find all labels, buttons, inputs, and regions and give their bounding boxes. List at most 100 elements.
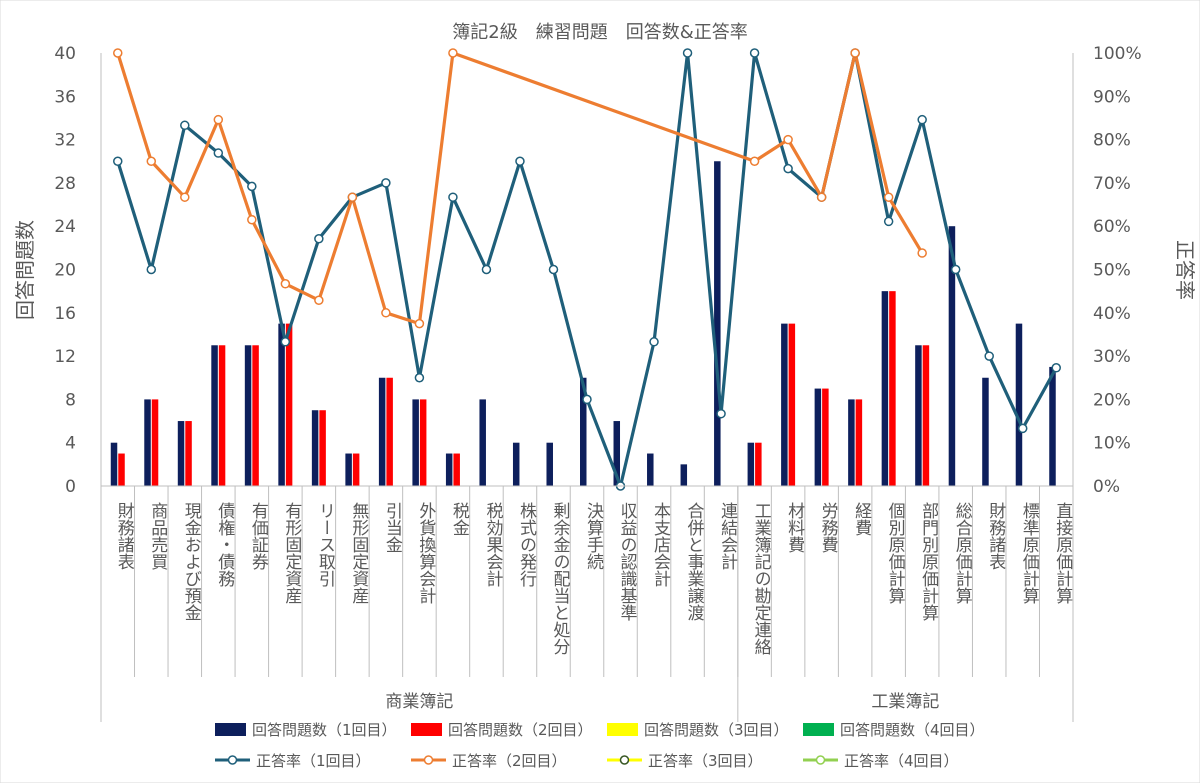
line-point-2-10	[448, 48, 458, 58]
line-point-1-0	[113, 156, 123, 166]
x-tick-label-14: 決算手続	[583, 502, 604, 570]
bar-1-19	[747, 442, 755, 486]
y-left-tick-label: 0	[65, 477, 76, 497]
x-tick-label-20: 材料費	[784, 502, 805, 553]
bar-1-28	[1049, 366, 1056, 486]
line-point-2-7	[347, 192, 358, 202]
line-point-1-11	[481, 264, 492, 275]
bar-1-24	[915, 345, 922, 486]
bar-1-20	[781, 323, 788, 486]
y-axis-right-label: 正答率	[1173, 240, 1197, 300]
y-left-tick-label: 32	[54, 131, 76, 151]
x-tick-label-9: 外貨換算会計	[415, 502, 436, 604]
x-tick-label-7: 無形固定資産	[348, 502, 369, 604]
bar-1-22	[848, 399, 855, 486]
line-point-1-28	[1051, 363, 1061, 373]
y-right-tick-label: 20%	[1093, 390, 1131, 410]
bar-2-2	[185, 421, 192, 486]
legend-line-label-1: 正答率（1回目）	[256, 752, 371, 770]
bar-1-10	[445, 453, 453, 486]
line-point-2-2	[180, 192, 190, 202]
y-left-tick-label: 28	[54, 174, 76, 194]
bar-1-1	[144, 399, 151, 486]
lines-layer	[113, 48, 1061, 491]
line-point-1-20	[783, 163, 793, 174]
x-tick-label-19: 工業簿記の勘定連絡	[751, 502, 772, 655]
legend-line-label-4: 正答率（4回目）	[844, 752, 959, 770]
line-point-1-24	[917, 114, 927, 125]
line-point-1-14	[582, 394, 592, 405]
x-tick-label-0: 財務諸表	[114, 502, 135, 570]
bar-1-6	[311, 410, 319, 486]
line-point-2-5	[280, 279, 291, 289]
bar-1-3	[211, 345, 218, 486]
bar-1-4	[244, 345, 252, 486]
legend-bar-label-1: 回答問題数（1回目）	[252, 721, 397, 739]
x-tick-label-26: 財務諸表	[985, 502, 1006, 570]
line-point-1-16	[649, 337, 659, 347]
line-point-1-8	[381, 178, 391, 188]
bar-1-18	[714, 161, 721, 486]
axes-layer: 0 4 8 12 16 20 24 28 32 36 40 0% 10% 20% 30% 40% 50% 60% 7…	[54, 44, 1141, 497]
bar-2-0	[118, 453, 125, 486]
bar-2-21	[822, 388, 829, 486]
bar-1-2	[177, 421, 185, 486]
legend-line-marker-4	[815, 755, 826, 765]
y-axis-left-label: 回答問題数	[13, 220, 37, 320]
bar-1-8	[378, 377, 386, 486]
legend-line-marker-3	[619, 755, 630, 765]
line-point-1-1	[146, 264, 157, 275]
y-left-tick-label: 24	[54, 217, 76, 237]
legend-line-label-3: 正答率（3回目）	[648, 752, 763, 770]
line-point-2-19	[749, 156, 760, 166]
x-tick-label-17: 合併と事業譲渡	[684, 502, 705, 621]
bar-2-3	[218, 345, 226, 486]
line-point-2-24	[917, 248, 927, 258]
line-point-1-6	[314, 234, 324, 244]
bar-2-23	[889, 291, 896, 486]
y-right-tick-label: 30%	[1093, 347, 1131, 367]
bar-1-14	[580, 377, 587, 486]
legend-bar-swatch-1	[215, 723, 246, 736]
y-right-tick-label: 100%	[1093, 44, 1142, 64]
bar-2-5	[285, 323, 293, 486]
x-tick-label-27: 標準原価計算	[1019, 502, 1040, 604]
y-right-tick-label: 40%	[1093, 304, 1131, 324]
line-point-2-20	[783, 134, 793, 145]
group-label-1: 工業簿記	[871, 692, 939, 712]
bar-1-5	[278, 323, 285, 486]
line-point-1-2	[180, 120, 190, 131]
x-tick-label-28: 直接原価計算	[1052, 502, 1073, 604]
x-tick-label-24: 部門別原価計算	[918, 502, 939, 621]
line-point-1-23	[883, 216, 894, 227]
line-point-1-12	[515, 156, 525, 166]
x-tick-label-1: 商品売買	[147, 502, 168, 570]
x-tick-label-12: 株式の発行	[516, 502, 537, 588]
legend-bar-label-4: 回答問題数（4回目）	[840, 721, 985, 739]
line-point-2-23	[883, 192, 894, 202]
y-right-tick-label: 70%	[1093, 174, 1131, 194]
bar-1-15	[613, 421, 621, 486]
line-point-1-26	[984, 351, 994, 361]
y-right-tick-label: 60%	[1093, 217, 1131, 237]
bar-1-13	[546, 442, 553, 486]
bar-1-11	[479, 399, 486, 486]
bar-2-22	[855, 399, 863, 486]
x-tick-label-22: 経費	[851, 502, 872, 536]
bar-1-7	[345, 453, 352, 486]
x-tick-label-15: 収益の認識基準	[617, 502, 638, 621]
legend-bar-swatch-3	[607, 723, 638, 736]
line-point-1-25	[950, 264, 961, 275]
legend-bar-label-2: 回答問題数（2回目）	[448, 721, 593, 739]
bar-2-1	[151, 399, 159, 486]
y-left-tick-label: 20	[54, 261, 76, 281]
bar-1-25	[948, 226, 956, 486]
x-tick-label-2: 現金および預金	[181, 502, 202, 621]
y-left-tick-label: 16	[54, 304, 76, 324]
line-point-1-5	[280, 337, 291, 347]
legend-bar-label-3: 回答問題数（3回目）	[644, 721, 789, 739]
legend-line-label-2: 正答率（2回目）	[452, 752, 567, 770]
bar-1-23	[881, 291, 889, 486]
line-point-2-21	[816, 192, 827, 202]
